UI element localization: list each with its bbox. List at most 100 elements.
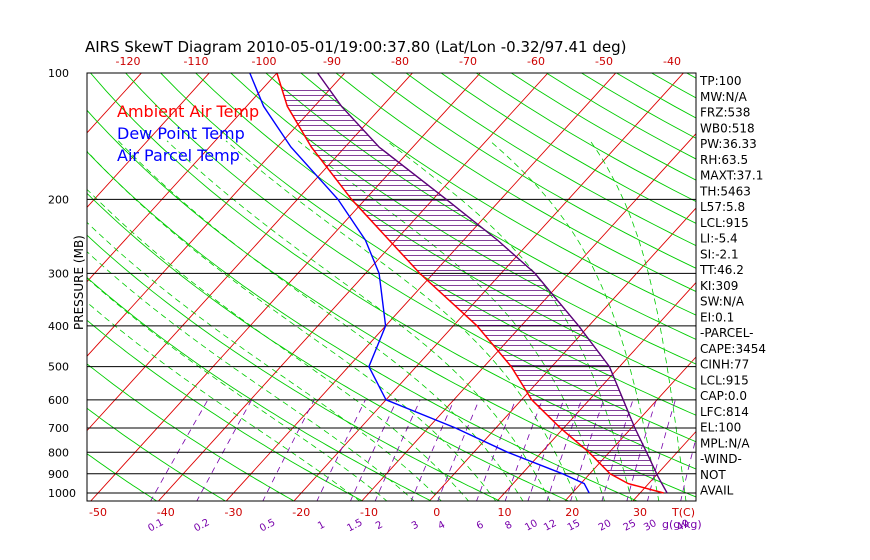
index-label: TT:46.2 <box>699 263 744 277</box>
pressure-tick-label: 700 <box>48 422 69 435</box>
ambient-air-temp-line <box>276 73 664 494</box>
y-axis-label: PRESSURE (MB) <box>72 235 86 330</box>
index-label: AVAIL <box>700 484 734 498</box>
dry-adiabat <box>160 73 696 416</box>
mixing-ratio-line <box>437 399 480 501</box>
top-temp-label: -40 <box>663 55 681 68</box>
air-parcel-temp-line <box>317 73 668 494</box>
dry-adiabat <box>335 73 696 293</box>
top-temp-label: -80 <box>391 55 409 68</box>
mixing-ratio-label: 20 <box>597 518 613 534</box>
dry-adiabat <box>87 151 639 501</box>
index-label: CINH:77 <box>700 358 749 372</box>
mixing-ratio-label: 10 <box>523 518 539 534</box>
dry-adiabat <box>87 363 295 501</box>
index-label: LFC:814 <box>700 405 749 419</box>
isotherm-line <box>361 133 696 501</box>
isotherm-line <box>827 54 870 511</box>
dry-adiabat <box>265 73 696 340</box>
moist-adiabat <box>118 140 524 501</box>
isotherm-line <box>157 73 549 501</box>
dry-adiabat <box>87 234 501 501</box>
index-label: LCL:915 <box>700 216 749 230</box>
bottom-temp-label: -10 <box>360 506 378 519</box>
isotherm-line <box>632 430 696 501</box>
dry-adiabat <box>792 73 870 502</box>
pressure-tick-label: 800 <box>48 446 69 459</box>
moist-adiabat <box>87 188 470 501</box>
top-temp-label: -70 <box>459 55 477 68</box>
bottom-temp-label: -50 <box>89 506 107 519</box>
isotherm-line <box>293 73 685 501</box>
index-label: MW:N/A <box>700 90 748 104</box>
isotherm-line <box>87 73 210 208</box>
isotherm-line <box>87 73 278 283</box>
isotherm-line <box>760 54 870 511</box>
mixing-ratio-label: 6 <box>475 519 486 532</box>
legend-entry: Dew Point Temp <box>117 124 245 143</box>
index-label: SI:-2.1 <box>700 247 739 261</box>
dry-adiabat <box>90 73 696 470</box>
index-label: MPL:N/A <box>700 436 750 450</box>
plot-frame <box>86 72 697 502</box>
chart-title: AIRS SkewT Diagram 2010-05-01/19:00:37.8… <box>85 38 626 56</box>
index-label: CAP:0.0 <box>700 389 747 403</box>
bottom-temp-label: 0 <box>433 506 440 519</box>
index-label: EL:100 <box>700 421 741 435</box>
dry-adiabat <box>230 73 696 365</box>
index-label: SW:N/A <box>700 295 745 309</box>
dry-adiabat <box>862 73 870 502</box>
mixing-ratio-label: 8 <box>503 519 514 532</box>
pressure-tick-label: 300 <box>48 267 69 280</box>
isotherm-line <box>564 356 696 501</box>
index-label: TH:5463 <box>699 184 751 198</box>
mixing-ratio-line <box>527 399 565 501</box>
background-grid <box>87 54 870 511</box>
moist-adiabat <box>589 140 687 501</box>
mixing-ratio-label: 0.5 <box>258 517 277 534</box>
mixing-ratio-line <box>626 399 657 501</box>
moist-adiabat <box>166 140 551 501</box>
bottom-temp-label: -20 <box>292 506 310 519</box>
mixing-ratio-label: 1 <box>316 519 327 532</box>
mixing-ratio-label: 40 <box>675 518 691 534</box>
dry-adiabat <box>370 73 696 269</box>
index-label: PW:36.33 <box>700 137 757 151</box>
isotherm-line <box>87 73 143 134</box>
legend-entry: Air Parcel Temp <box>117 146 240 165</box>
legend-entry: Ambient Air Temp <box>117 102 259 121</box>
top-temp-label: -60 <box>527 55 545 68</box>
index-label: MAXT:37.1 <box>700 169 763 183</box>
index-label: TP:100 <box>699 74 742 88</box>
index-label: RH:63.5 <box>700 153 748 167</box>
dry-adiabat <box>827 73 870 502</box>
index-label: LCL:915 <box>700 373 749 387</box>
index-label: -WIND- <box>700 452 742 466</box>
mixing-ratio-label: 0.1 <box>146 517 165 534</box>
mixing-ratio-line <box>410 399 455 501</box>
pressure-tick-label: 100 <box>48 67 69 80</box>
pressure-tick-label: 500 <box>48 361 69 374</box>
mixing-ratio-label: 12 <box>542 518 558 534</box>
mixing-ratio-label: 2 <box>374 519 385 532</box>
legend: Ambient Air Temp Dew Point Temp Air Parcel… <box>117 102 259 165</box>
dry-adiabat <box>87 319 364 501</box>
top-temp-label: -90 <box>323 55 341 68</box>
dry-adiabat <box>195 73 696 390</box>
mixing-ratio-label: 0.2 <box>192 517 211 534</box>
mixing-ratio-line <box>150 399 209 501</box>
moist-adiabat <box>87 150 497 501</box>
dew-point-temp-line <box>249 73 590 494</box>
top-temp-label: -100 <box>252 55 277 68</box>
pressure-tick-label: 400 <box>48 320 69 333</box>
bottom-temp-label: 20 <box>565 506 579 519</box>
dry-adiabat <box>87 453 158 501</box>
dry-adiabat <box>476 73 696 203</box>
mixing-ratio-line <box>546 399 582 501</box>
top-temp-label: -120 <box>116 55 141 68</box>
mixing-ratio-unit: g(g/kg) <box>662 518 702 531</box>
moist-adiabat <box>489 140 660 501</box>
